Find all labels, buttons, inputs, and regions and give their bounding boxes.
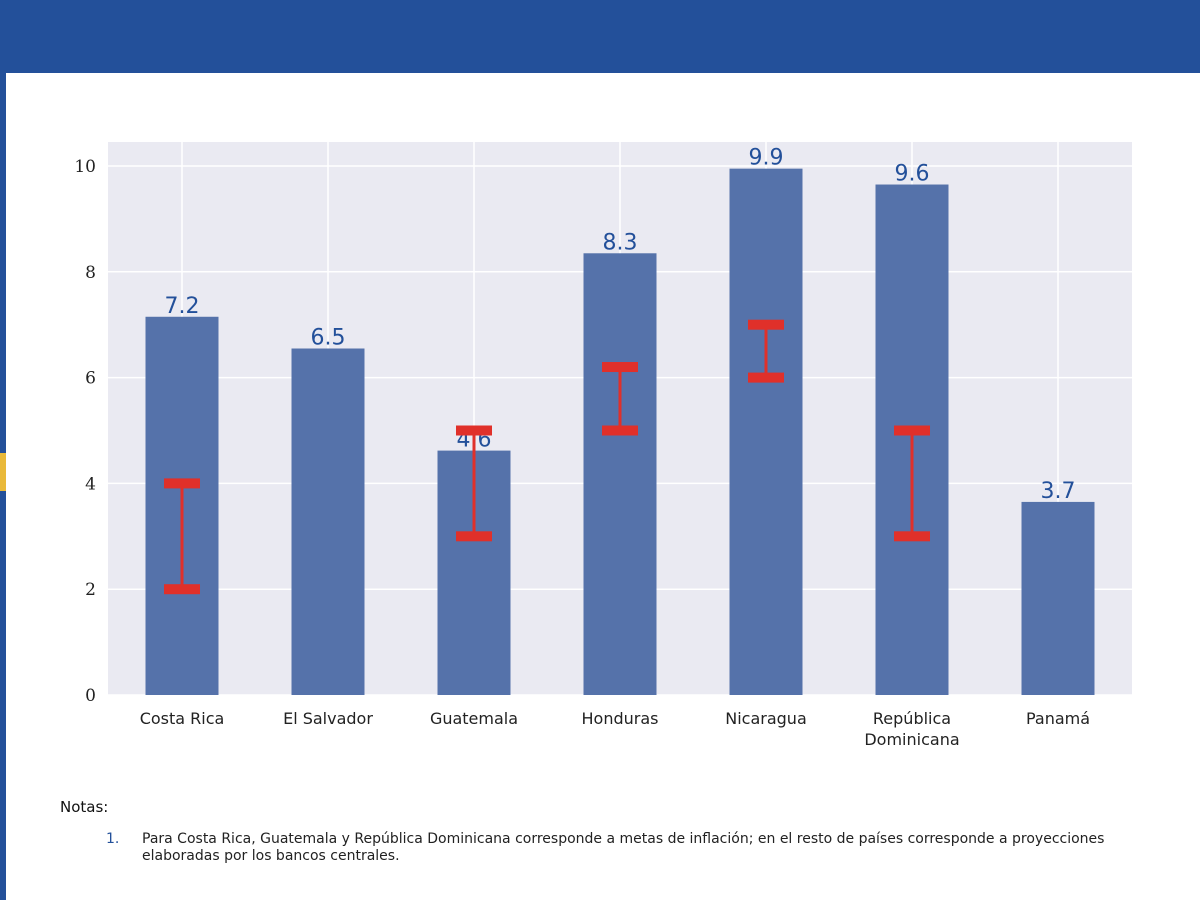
x-tick-label: Costa Rica [140,709,225,728]
x-tick-label: Dominicana [864,730,959,749]
range-cap [602,362,638,373]
note-number: 1. [106,831,120,847]
x-tick-label: El Salvador [283,709,373,728]
range-cap [894,425,930,436]
note-text: Para Costa Rica, Guatemala y República D… [142,831,1105,864]
x-tick-label: Guatemala [430,709,518,728]
y-tick-label: 4 [85,474,96,494]
data-label: 7.2 [165,294,200,319]
data-label: 9.6 [895,162,930,187]
data-label: 8.3 [603,230,638,255]
data-label: 6.5 [311,326,346,351]
x-tick-label: Nicaragua [725,709,807,728]
range-cap [456,531,492,542]
range-cap [164,584,200,595]
range-cap [164,478,200,489]
y-tick-label: 8 [85,263,96,283]
y-tick-label: 2 [85,580,96,600]
x-tick-label: Honduras [582,709,659,728]
left-accent-marker [0,453,6,491]
data-label: 9.9 [749,146,784,171]
range-cap [894,531,930,542]
range-cap [748,372,784,383]
range-cap [602,425,638,436]
data-label: 3.7 [1041,479,1076,504]
bar [291,348,365,695]
range-cap [748,319,784,330]
x-tick-label: República [873,709,951,728]
y-tick-label: 6 [85,369,96,389]
notes-title: Notas: [60,798,109,816]
bar [583,253,657,695]
y-tick-label: 10 [74,157,96,177]
range-cap [456,425,492,436]
header-bar [0,0,1200,73]
bar [729,168,803,695]
x-tick-label: Panamá [1026,709,1090,728]
bar [1021,501,1095,695]
y-tick-label: 0 [85,686,96,706]
